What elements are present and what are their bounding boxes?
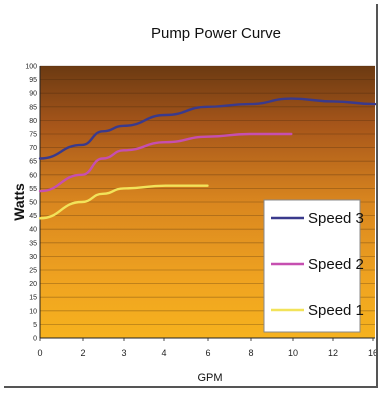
y-tick-label: 45 — [29, 213, 37, 220]
series-line-speed-3 — [38, 97, 376, 160]
y-tick-label: 85 — [29, 104, 37, 111]
y-tick-label: 35 — [29, 240, 37, 247]
y-tick-label: 70 — [29, 145, 37, 152]
chart-frame: Pump Power Curve 0 5 10 15 20 25 30 35 40 45 50 55 6… — [4, 4, 378, 388]
y-tick-label: 25 — [29, 268, 37, 275]
y-tick-label: 55 — [29, 186, 37, 193]
x-tick-label: 8 — [248, 348, 253, 358]
x-tick-label: 6 — [205, 348, 210, 358]
x-tick-label: 3 — [121, 348, 126, 358]
y-tick-label: 20 — [29, 281, 37, 288]
legend-label: Speed 2 — [308, 256, 364, 273]
chart-title: Pump Power Curve — [151, 25, 281, 42]
y-tick-label: 30 — [29, 254, 37, 261]
y-tick-label: 0 — [33, 336, 37, 343]
y-tick-label: 40 — [29, 227, 37, 234]
x-tick-label: 10 — [288, 348, 298, 358]
y-tick-label: 15 — [29, 295, 37, 302]
series-line-speed-1 — [38, 184, 209, 220]
legend: Speed 3 Speed 2 Speed 1 — [263, 199, 364, 333]
y-tick-label: 5 — [33, 322, 37, 329]
x-tick-label: 0 — [37, 348, 42, 358]
y-axis-label: Watts — [11, 183, 27, 221]
series-line-speed-2 — [38, 132, 293, 193]
legend-label: Speed 1 — [308, 302, 364, 319]
series-lines — [38, 97, 376, 220]
y-tick-label: 80 — [29, 118, 37, 125]
pump-power-chart: Pump Power Curve 05101520253035404550556… — [11, 25, 376, 384]
x-axis-ticks: 0 2 3 4 6 8 10 12 16 — [37, 338, 376, 358]
x-tick-label: 16 — [368, 348, 376, 358]
y-axis-ticks: 0 5 10 15 20 25 30 35 40 45 50 55 60 65 70 75 80 85 90 95 10… — [25, 64, 37, 343]
y-tick-label: 10 — [29, 308, 37, 315]
x-axis-label: GPM — [197, 372, 222, 384]
y-tick-label: 90 — [29, 91, 37, 98]
y-tick-label: 100 — [25, 64, 37, 71]
y-tick-label: 50 — [29, 200, 37, 207]
y-tick-label: 60 — [29, 172, 37, 179]
legend-label: Speed 3 — [308, 210, 364, 227]
y-tick-label: 65 — [29, 159, 37, 166]
x-tick-label: 2 — [80, 348, 85, 358]
x-tick-label: 12 — [328, 348, 338, 358]
y-tick-label: 95 — [29, 77, 37, 84]
y-tick-label: 75 — [29, 132, 37, 139]
grid-lines — [40, 65, 375, 325]
x-tick-label: 4 — [161, 348, 166, 358]
